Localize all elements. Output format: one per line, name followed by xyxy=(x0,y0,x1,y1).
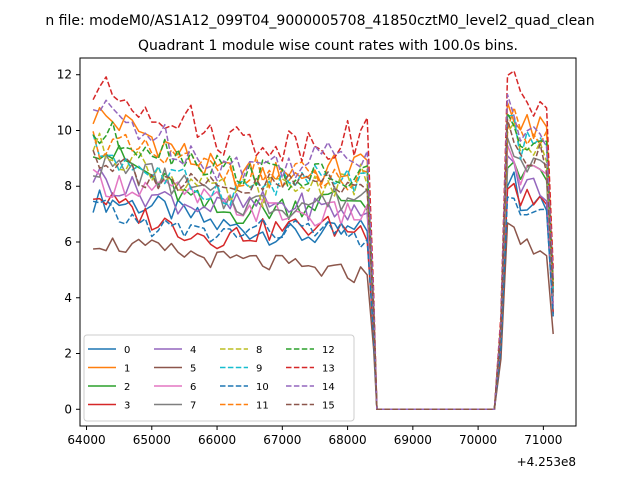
x-tick-label: 71000 xyxy=(524,433,562,447)
legend-label-6: 6 xyxy=(190,382,196,393)
legend-label-2: 2 xyxy=(124,382,130,393)
legend-label-1: 1 xyxy=(124,364,130,375)
y-tick-label: 4 xyxy=(64,291,72,305)
x-tick-label: 69000 xyxy=(394,433,432,447)
legend-label-12: 12 xyxy=(322,345,335,356)
y-tick-label: 6 xyxy=(64,235,72,249)
y-tick-label: 10 xyxy=(57,123,72,137)
legend-label-0: 0 xyxy=(124,345,130,356)
chart-suptitle: n file: modeM0/AS1A12_099T04_9000005708_… xyxy=(45,13,594,29)
x-tick-label: 68000 xyxy=(328,433,366,447)
x-tick-label: 64000 xyxy=(67,433,105,447)
x-tick-label: 66000 xyxy=(198,433,236,447)
legend-label-4: 4 xyxy=(190,345,196,356)
x-tick-label: 70000 xyxy=(459,433,497,447)
series-line-9 xyxy=(92,114,554,411)
y-tick-label: 8 xyxy=(64,179,72,193)
legend-label-5: 5 xyxy=(190,364,196,375)
series-line-14 xyxy=(92,93,554,411)
legend-label-11: 11 xyxy=(256,401,269,412)
legend-label-14: 14 xyxy=(322,382,335,393)
x-tick-label: 65000 xyxy=(133,433,171,447)
legend-label-7: 7 xyxy=(190,401,196,412)
legend-label-3: 3 xyxy=(124,401,130,412)
legend-label-13: 13 xyxy=(322,364,335,375)
y-axis: 0 2 4 6 8 10 12 xyxy=(57,68,80,416)
y-tick-label: 0 xyxy=(64,402,72,416)
legend-label-8: 8 xyxy=(256,345,262,356)
x-tick-label: 67000 xyxy=(263,433,301,447)
legend-label-15: 15 xyxy=(322,401,335,412)
legend-label-10: 10 xyxy=(256,382,269,393)
x-offset-label: +4.253e8 xyxy=(517,455,576,469)
chart-title: Quadrant 1 module wise count rates with … xyxy=(138,38,518,54)
series-line-15 xyxy=(92,118,554,411)
x-axis: 64000 65000 66000 67000 68000 69000 70000 71000 xyxy=(67,426,562,447)
legend-label-9: 9 xyxy=(256,364,262,375)
series-layer xyxy=(92,70,554,411)
legend-box xyxy=(83,334,355,422)
y-tick-label: 2 xyxy=(64,347,72,361)
y-tick-label: 12 xyxy=(57,68,72,82)
